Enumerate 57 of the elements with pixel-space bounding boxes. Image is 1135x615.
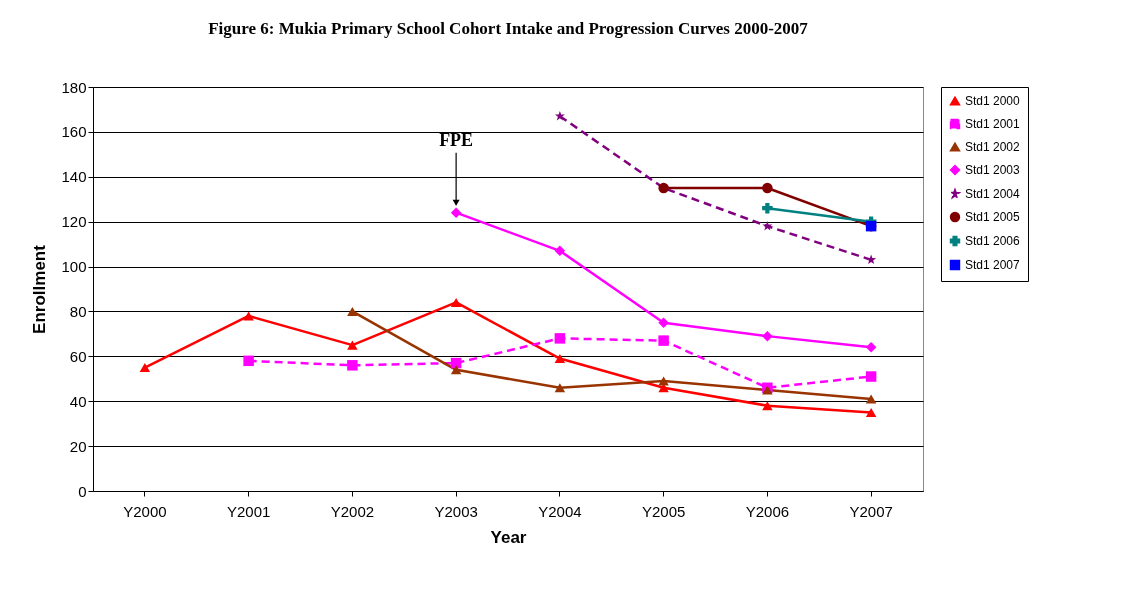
x-tick-label: Y2003 — [434, 502, 478, 520]
point — [658, 335, 669, 346]
legend-label: Std1 2001 — [965, 117, 1021, 131]
x-tick-label: Y2007 — [849, 502, 893, 520]
point — [762, 330, 773, 342]
x-tick-label: Y2005 — [641, 502, 686, 520]
point — [866, 254, 877, 265]
x-tick-label: Y2000 — [123, 502, 167, 520]
point — [450, 207, 462, 218]
point — [762, 220, 773, 231]
point — [347, 360, 358, 371]
point — [762, 202, 773, 214]
point — [554, 333, 566, 344]
x-tick-label: Y2001 — [226, 502, 271, 520]
point — [658, 317, 669, 328]
point — [554, 110, 565, 121]
point — [347, 306, 358, 316]
point — [658, 376, 669, 386]
point — [554, 354, 566, 364]
legend-label: Std1 2006 — [965, 234, 1021, 248]
point — [865, 407, 877, 417]
point — [865, 342, 877, 353]
point — [762, 182, 773, 194]
y-tick-label: 120 — [61, 213, 87, 231]
y-tick-label: 80 — [69, 302, 87, 320]
x-tick-label: Y2006 — [745, 502, 790, 520]
legend-label: Std1 2002 — [965, 140, 1021, 154]
y-tick-label: 180 — [61, 78, 87, 96]
point — [450, 365, 462, 375]
legend-label: Std1 2007 — [965, 258, 1021, 272]
x-tick-label: Y2002 — [330, 502, 375, 520]
point — [243, 311, 254, 321]
y-tick-label: 100 — [61, 258, 87, 276]
x-axis-title: Year — [490, 527, 527, 547]
point — [139, 363, 151, 373]
y-tick-label: 40 — [69, 392, 87, 410]
point — [554, 383, 566, 393]
point — [865, 394, 877, 404]
y-tick-label: 20 — [69, 437, 87, 455]
point — [762, 401, 773, 411]
legend-label: Std1 2003 — [965, 163, 1021, 177]
y-axis-title: Enrollment — [30, 244, 50, 334]
legend-label: Std1 2000 — [965, 94, 1021, 108]
chart-title: Figure 6: Mukia Primary School Cohort Intake and Progression Curves 2000-2007 — [208, 19, 809, 38]
legend-label: Std1 2004 — [965, 187, 1021, 201]
point — [347, 340, 358, 350]
x-tick-label: Y2004 — [538, 502, 582, 520]
y-tick-label: 140 — [61, 168, 87, 186]
y-tick-label: 60 — [69, 347, 87, 365]
point — [865, 371, 877, 382]
y-tick-label: 0 — [78, 482, 87, 500]
point — [243, 355, 254, 367]
point — [450, 297, 462, 308]
annotation: FPE — [439, 129, 474, 150]
legend-label: Std1 2005 — [965, 210, 1021, 224]
point — [554, 245, 566, 257]
y-tick-label: 160 — [61, 123, 87, 141]
